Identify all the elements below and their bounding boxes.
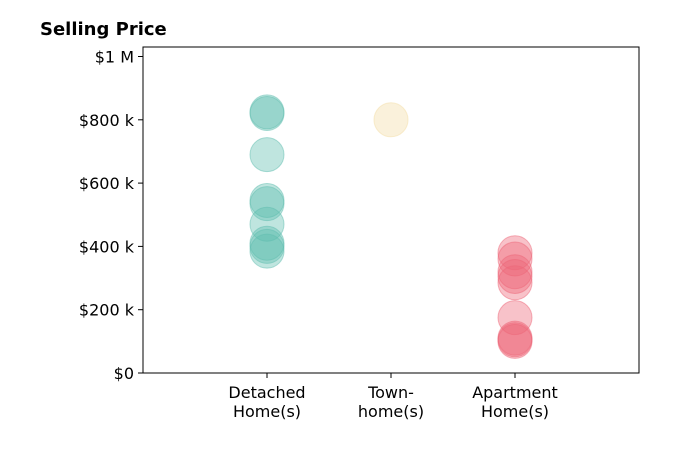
y-tick-label: $200 k [79,301,135,320]
data-point [249,186,285,222]
data-point [497,265,533,301]
y-tick-label: $400 k [79,237,135,256]
data-point [497,254,533,290]
x-tick-label: Town-home(s) [358,383,424,421]
x-tick-label: Detached Home(s) [228,383,305,421]
x-axis: Detached Home(s) Town-home(s) Apartment Home… [228,373,558,421]
plot-frame [142,46,640,374]
data-points [249,94,533,359]
data-point [249,137,285,173]
data-point [497,323,533,359]
y-tick-label: $0 [114,364,134,383]
y-tick-label: $1 M [95,47,134,66]
data-point [249,206,285,242]
chart-title: Selling Price [40,19,167,40]
data-point [249,228,285,264]
data-point [249,233,285,269]
data-point [249,94,285,130]
x-tick-label: Apartment Home(s) [472,383,558,421]
y-tick-label: $800 k [79,111,135,130]
y-axis: $0 $200 k $400 k $600 k $800 k $1 M [79,47,143,383]
y-tick-label: $600 k [79,174,135,193]
data-point [373,102,409,138]
